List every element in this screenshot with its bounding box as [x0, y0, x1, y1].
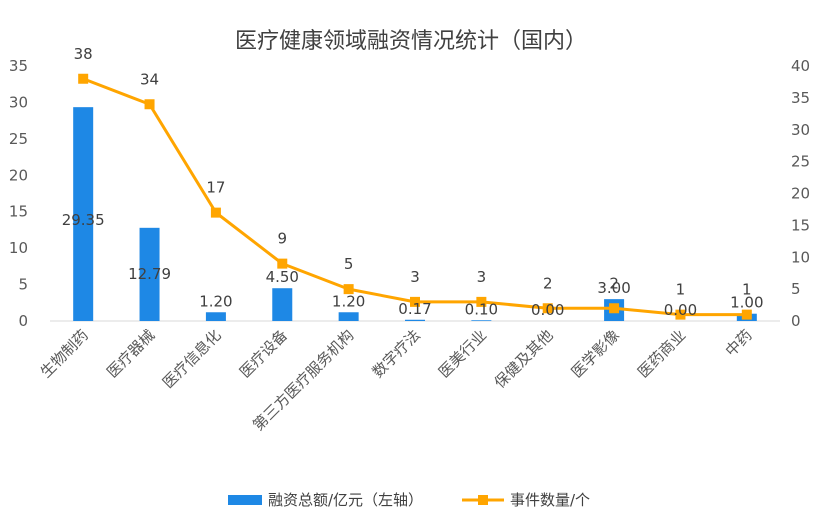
x-tick-label: 医美行业 — [435, 326, 490, 381]
x-tick-label: 医疗器械 — [103, 326, 158, 381]
line-data-label: 38 — [74, 45, 93, 63]
x-axis-labels: 生物制药 医疗器械 医疗信息化 医疗设备第三方医疗服务机构 数字疗法 医美行业 保健及其他医… — [37, 326, 756, 434]
legend-swatch-marker — [478, 495, 488, 505]
y-left-tick-label: 30 — [9, 93, 28, 111]
y-right-axis: 0 5 10 15 20 25 30 35 40 — [791, 57, 810, 330]
bar-data-label: 1.20 — [332, 292, 365, 310]
y-left-tick-label: 0 — [18, 312, 28, 330]
bar-data-label: 0.10 — [465, 300, 498, 318]
y-right-tick-label: 35 — [791, 89, 810, 107]
line-data-label: 17 — [206, 179, 225, 197]
bar — [73, 107, 94, 322]
y-right-tick-label: 40 — [791, 57, 810, 75]
line-marker — [675, 309, 686, 320]
x-tick-label: 中药 — [722, 326, 756, 360]
legend-label-bar: 融资总额/亿元（左轴） — [268, 491, 423, 509]
line-marker — [609, 303, 620, 314]
bar-data-label: 0.17 — [398, 300, 431, 318]
bar-data-label: 1.20 — [199, 292, 232, 310]
y-right-tick-label: 15 — [791, 216, 810, 234]
line-marker — [210, 207, 221, 218]
y-left-axis: 0 5 10 15 20 25 30 35 — [9, 57, 28, 330]
y-left-tick-label: 25 — [9, 130, 28, 148]
bar-data-labels: 29.35 12.79 1.20 4.50 1.20 0.17 0.10 0.00 3.00 0.… — [62, 211, 764, 319]
line-data-label: 1 — [742, 281, 752, 299]
line-marker — [542, 303, 553, 314]
legend-label-line: 事件数量/个 — [510, 491, 590, 509]
y-right-tick-label: 25 — [791, 153, 810, 171]
line-marker — [78, 73, 89, 84]
bar — [139, 227, 160, 321]
line-marker — [144, 99, 155, 110]
bar — [338, 312, 359, 321]
line-marker — [476, 296, 487, 307]
line-data-label: 2 — [609, 274, 619, 292]
y-right-tick-label: 0 — [791, 312, 801, 330]
line-series — [78, 73, 752, 320]
y-right-tick-label: 10 — [791, 248, 810, 266]
line-data-label: 5 — [344, 255, 354, 273]
legend: 融资总额/亿元（左轴） 事件数量/个 — [228, 491, 590, 509]
line-marker — [343, 284, 354, 295]
line-data-label: 34 — [140, 70, 159, 88]
bar-data-label: 12.79 — [128, 265, 171, 283]
line-data-label: 2 — [543, 274, 553, 292]
legend-swatch-bar — [228, 495, 262, 505]
x-tick-label: 生物制药 — [37, 326, 92, 381]
y-right-tick-label: 5 — [791, 280, 801, 298]
line-marker — [410, 296, 420, 307]
bar — [205, 312, 226, 321]
x-tick-label: 医药商业 — [634, 326, 689, 381]
bar-data-label: 3.00 — [597, 279, 630, 297]
y-left-tick-label: 20 — [9, 166, 28, 184]
y-left-tick-label: 10 — [9, 239, 28, 257]
line-data-labels: 38 34 17 9 5 3 3 2 2 1 1 — [74, 45, 752, 299]
line-data-label: 9 — [277, 230, 287, 248]
x-tick-label: 医疗设备 — [236, 326, 291, 381]
x-tick-label: 保健及其他 — [491, 326, 557, 392]
bar-data-label: 0.00 — [531, 301, 564, 319]
bar-data-label: 4.50 — [266, 268, 299, 286]
bar — [272, 288, 293, 321]
x-tick-label: 医疗信息化 — [159, 326, 225, 392]
x-tick-label: 医学影像 — [568, 326, 623, 381]
y-right-tick-label: 30 — [791, 121, 810, 139]
bar — [405, 319, 425, 321]
line-marker — [741, 309, 752, 320]
bar — [471, 320, 492, 321]
line-data-label: 3 — [410, 268, 420, 286]
bar-series — [73, 107, 757, 322]
line-data-label: 3 — [477, 268, 487, 286]
bar-data-label: 29.35 — [62, 211, 105, 229]
bar-data-label: 1.00 — [730, 294, 763, 312]
x-tick-label: 数字疗法 — [369, 326, 424, 381]
line-data-label: 1 — [676, 281, 686, 299]
chart-title: 医疗健康领域融资情况统计（国内） — [235, 29, 587, 54]
y-left-tick-label: 5 — [18, 276, 28, 294]
y-left-tick-label: 35 — [9, 57, 28, 75]
y-left-tick-label: 15 — [9, 203, 28, 221]
y-right-tick-label: 20 — [791, 185, 810, 203]
bar-data-label: 0.00 — [664, 301, 697, 319]
line-marker — [277, 258, 288, 269]
